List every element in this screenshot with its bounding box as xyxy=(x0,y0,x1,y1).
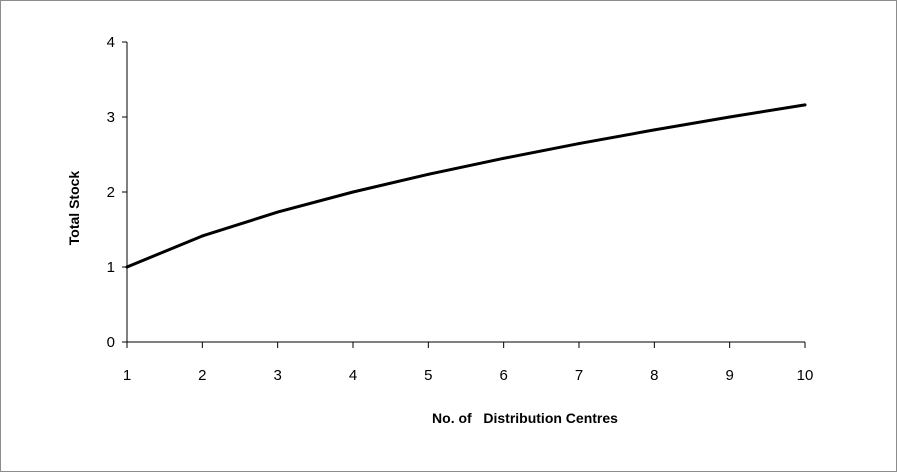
ticks xyxy=(122,41,806,348)
y-tick-label: 2 xyxy=(107,184,115,201)
data-point xyxy=(502,156,506,160)
series-line xyxy=(125,103,807,269)
x-axis-title: No. of Distribution Centres xyxy=(432,410,618,426)
x-tick-label: 1 xyxy=(123,367,131,384)
axes xyxy=(126,42,805,343)
data-point xyxy=(652,128,656,132)
x-tick-label: 6 xyxy=(499,367,507,384)
data-point xyxy=(351,190,355,194)
data-point xyxy=(200,234,204,238)
x-tick-label: 10 xyxy=(797,367,814,384)
y-tick-label: 1 xyxy=(107,259,115,276)
data-point xyxy=(728,115,732,119)
y-tick-label: 0 xyxy=(107,334,115,351)
x-tick-label: 2 xyxy=(198,367,206,384)
x-tick-label: 3 xyxy=(273,367,281,384)
x-tick-label: 7 xyxy=(575,367,583,384)
y-tick-label: 4 xyxy=(107,34,115,51)
data-point xyxy=(803,103,807,107)
data-point xyxy=(276,210,280,214)
series-group xyxy=(125,103,807,269)
x-tick-label: 8 xyxy=(650,367,658,384)
data-point xyxy=(426,172,430,176)
x-tick-label: 9 xyxy=(725,367,733,384)
x-tick-label: 5 xyxy=(424,367,432,384)
x-tick-label: 4 xyxy=(349,367,357,384)
y-axis-title: Total Stock xyxy=(66,171,82,246)
data-point xyxy=(125,265,129,269)
y-tick-label: 3 xyxy=(107,109,115,126)
data-point xyxy=(577,142,581,145)
